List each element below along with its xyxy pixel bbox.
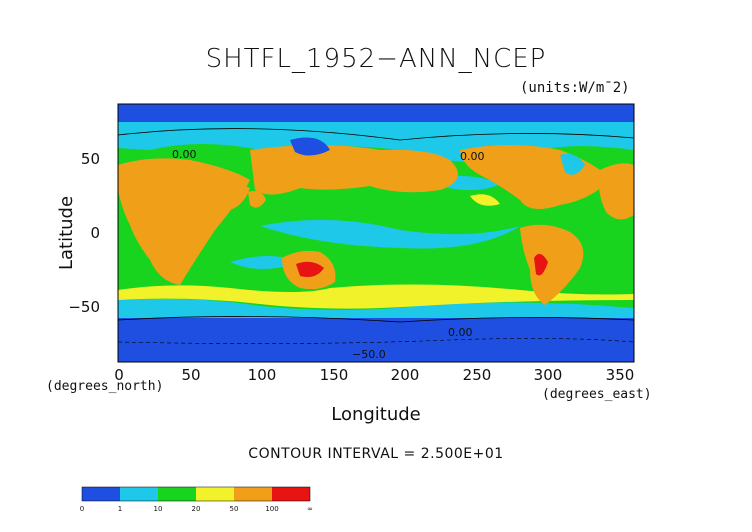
y-axis-label: Latitude <box>56 196 77 270</box>
xtick-350: 350 <box>606 366 635 384</box>
andes-max <box>534 253 548 276</box>
colorbar-segment-4 <box>234 487 272 501</box>
asia-land <box>250 145 458 195</box>
colorbar-label-0: 0 <box>79 505 85 513</box>
india-land <box>248 191 266 208</box>
xtick-0: 0 <box>114 366 124 384</box>
xtick-250: 250 <box>463 366 492 384</box>
contour-antarctic <box>118 338 634 344</box>
plot-title: SHTFL_1952−ANN_NCEP <box>205 44 547 74</box>
colorbar-segment-2 <box>158 487 196 501</box>
australia-max <box>296 261 324 277</box>
contour-label-3: 0.00 <box>448 326 473 339</box>
contour-north <box>118 128 634 141</box>
colorbar-label-5: 100 <box>265 505 279 513</box>
xtick-100: 100 <box>248 366 277 384</box>
xtick-150: 150 <box>320 366 349 384</box>
south-cool-band <box>118 298 634 318</box>
xtick-200: 200 <box>391 366 420 384</box>
colorbar-segment-3 <box>196 487 234 501</box>
units-label: (units:W/m¯2) <box>520 80 630 96</box>
xtick-300: 300 <box>534 366 563 384</box>
contour-south <box>118 316 634 323</box>
xtick-50: 50 <box>181 366 200 384</box>
map-field <box>118 104 634 362</box>
x-unit-label: (degrees_east) <box>542 387 652 402</box>
colorbar-segment-1 <box>120 487 158 501</box>
central-pacific-warm <box>470 194 500 206</box>
south-warm-band <box>118 284 634 309</box>
europe-land <box>598 163 634 220</box>
arctic-cold-band <box>118 104 634 122</box>
contour-label-1: 0.00 <box>172 148 197 161</box>
equatorial-cool-band <box>260 219 520 249</box>
y-unit-label: (degrees_north) <box>46 379 163 394</box>
colorbar-label-2: 10 <box>153 505 163 513</box>
contour-label-4: −50.0 <box>352 348 386 361</box>
colorbar-frame <box>81 486 311 502</box>
colorbar-label-1: 1 <box>117 505 123 513</box>
south-america-land <box>520 224 584 305</box>
siberia-cold <box>290 137 330 156</box>
colorbar-label-6: ∞ <box>307 505 313 513</box>
colorbar-label-4: 50 <box>229 505 239 513</box>
colorbar-segment-5 <box>272 487 310 501</box>
colorbar <box>81 486 311 502</box>
plot-frame <box>117 103 635 363</box>
arabia-land <box>210 182 250 210</box>
ytick-50: 50 <box>81 150 100 168</box>
colorbar-segment-0 <box>82 487 120 501</box>
contour-interval-note: CONTOUR INTERVAL = 2.500E+01 <box>248 446 504 462</box>
greenland-cool <box>560 153 585 175</box>
x-axis-label: Longitude <box>331 404 421 425</box>
colorbar-label-3: 20 <box>191 505 201 513</box>
contour-label-2: 0.00 <box>460 150 485 163</box>
ytick-minus50: −50 <box>68 298 100 316</box>
antarctic-cold-band <box>118 318 634 362</box>
ytick-0: 0 <box>90 224 100 242</box>
